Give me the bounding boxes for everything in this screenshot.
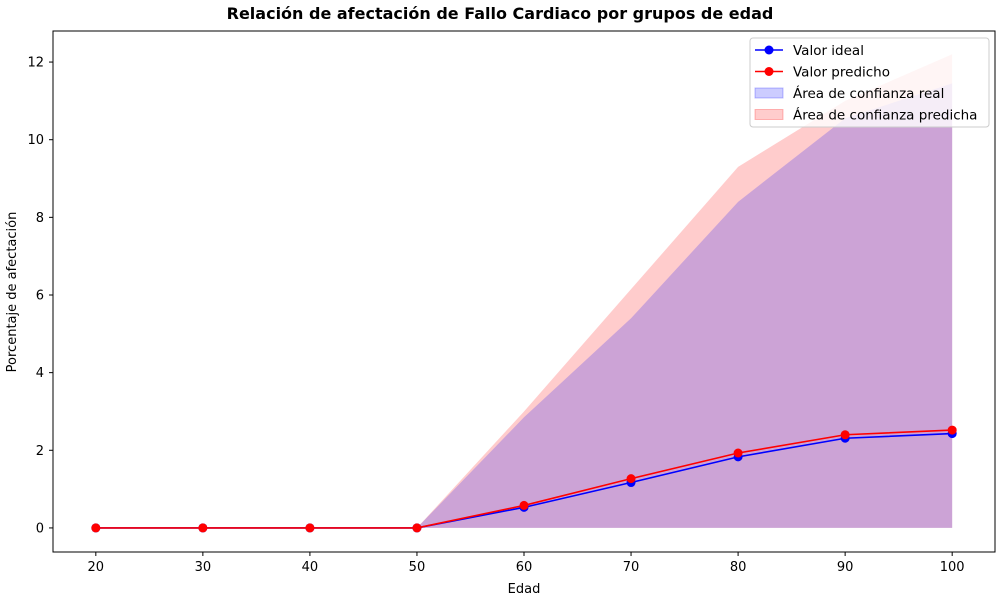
y-axis-label: Porcentaje de afectación	[5, 212, 20, 373]
x-tick-label-6: 80	[730, 560, 747, 575]
x-tick-label-1: 30	[195, 560, 212, 575]
axes: 20 30 40 50 60 70 80 90 100 0 2 4 6 8 10 12	[27, 30, 996, 575]
data-point-1-7	[840, 430, 850, 440]
y-tick-label-6: 12	[27, 56, 44, 71]
y-tick-label-2: 4	[36, 366, 44, 381]
x-tick-label-7: 90	[837, 560, 854, 575]
x-axis-label: Edad	[508, 582, 541, 597]
legend-marker-0	[764, 45, 774, 55]
confidence-band-2	[95, 83, 953, 528]
chart-title: Relación de afectación de Fallo Cardiaco…	[227, 4, 774, 23]
y-tick-label-0: 0	[36, 521, 44, 536]
data-point-1-2	[305, 523, 315, 533]
x-tick-label-8: 100	[940, 560, 965, 575]
legend-label-3: Área de confianza predicha	[793, 107, 977, 124]
x-tick-label-3: 50	[409, 560, 426, 575]
x-tick-label-5: 70	[623, 560, 640, 575]
x-tick-label-4: 60	[516, 560, 533, 575]
legend-label-2: Área de confianza real	[793, 85, 944, 102]
data-point-1-5	[626, 474, 636, 484]
data-point-1-3	[412, 523, 422, 533]
y-tick-label-3: 6	[36, 288, 44, 303]
legend-marker-1	[764, 67, 774, 76]
y-tick-label-1: 2	[36, 444, 44, 459]
y-tick-label-5: 10	[27, 133, 44, 148]
legend-box	[749, 37, 990, 128]
series-lines	[91, 425, 957, 533]
legend-swatch-2	[754, 87, 784, 99]
x-tick-label-0: 20	[88, 560, 105, 575]
x-tick-label-2: 40	[302, 560, 319, 575]
legend-label-0: Valor ideal	[793, 43, 864, 59]
data-point-1-0	[91, 523, 101, 533]
data-point-1-1	[198, 523, 208, 533]
confidence-bands	[95, 54, 953, 528]
confidence-band-3	[95, 54, 953, 528]
y-tick-label-4: 8	[36, 211, 44, 226]
data-point-1-6	[733, 448, 743, 458]
legend-label-1: Valor predicho	[793, 65, 890, 81]
data-point-1-4	[519, 500, 529, 510]
legend-swatch-3	[754, 109, 784, 120]
data-point-1-8	[947, 425, 957, 435]
legend: Valor ideal Valor predicho Área de confian…	[749, 37, 990, 128]
